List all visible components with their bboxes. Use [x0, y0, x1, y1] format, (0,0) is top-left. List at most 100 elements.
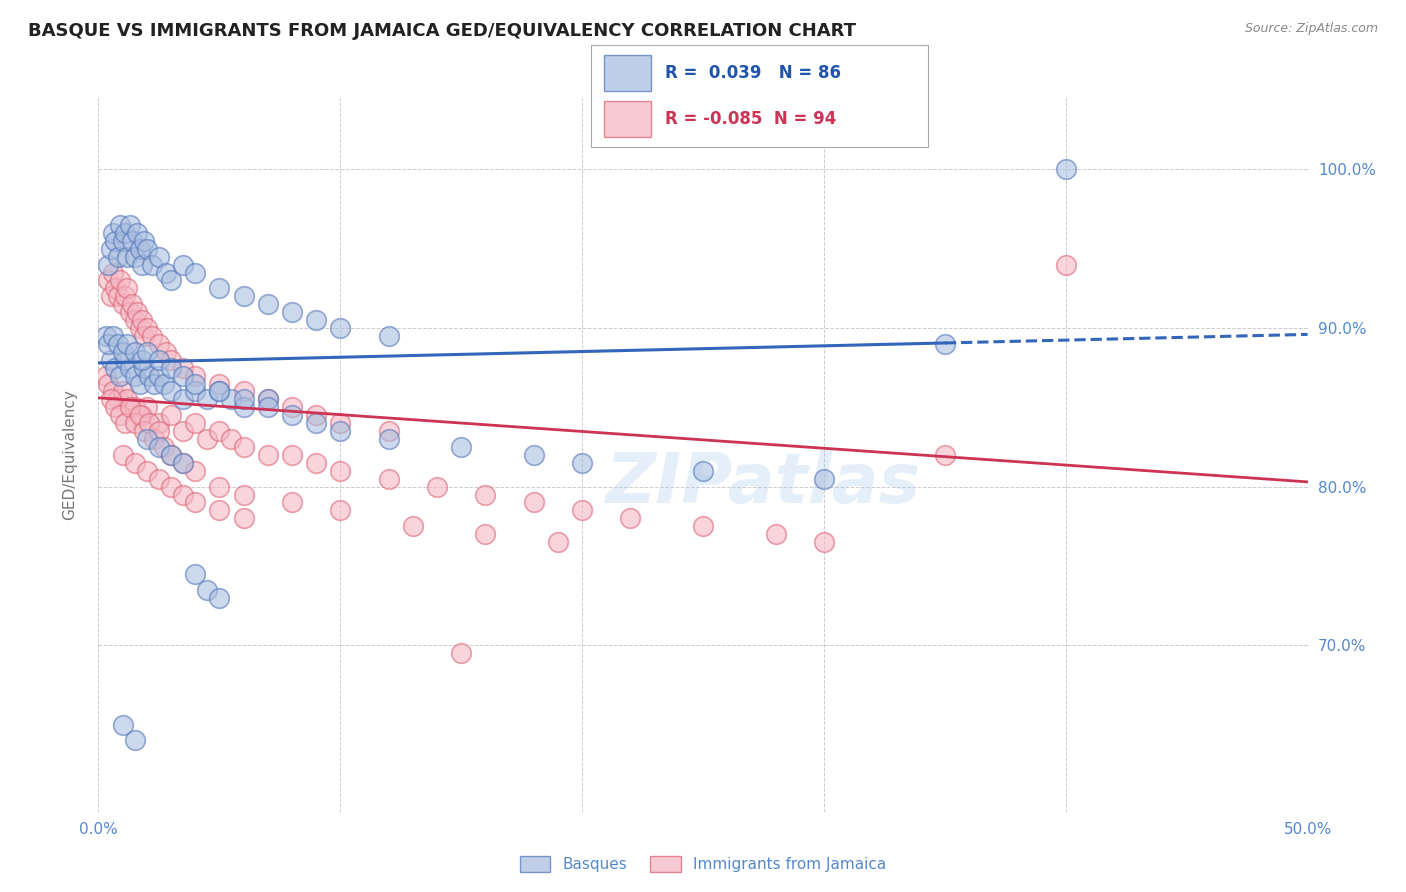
Point: [329, 503, 352, 517]
Point: [143, 376, 166, 391]
Point: [184, 566, 207, 581]
Point: [118, 360, 141, 375]
Point: [108, 273, 131, 287]
Point: [221, 432, 243, 446]
Point: [692, 519, 714, 533]
Point: [148, 352, 170, 367]
Point: [100, 352, 122, 367]
Text: Source: ZipAtlas.com: Source: ZipAtlas.com: [1244, 22, 1378, 36]
Point: [195, 582, 218, 597]
Point: [124, 313, 146, 327]
Point: [108, 368, 131, 383]
Point: [934, 448, 956, 462]
Point: [101, 266, 124, 280]
Point: [100, 289, 122, 303]
Point: [1054, 162, 1077, 177]
Point: [135, 401, 157, 415]
Point: [232, 511, 254, 525]
Point: [155, 344, 177, 359]
Point: [111, 234, 134, 248]
Point: [160, 273, 183, 287]
Point: [184, 495, 207, 509]
Point: [377, 329, 399, 343]
Point: [148, 472, 170, 486]
Point: [135, 464, 157, 478]
Point: [124, 401, 146, 415]
Point: [184, 416, 207, 430]
Point: [450, 440, 472, 454]
Point: [571, 456, 593, 470]
Point: [108, 218, 131, 232]
Point: [208, 480, 231, 494]
Point: [104, 281, 127, 295]
Point: [124, 733, 146, 747]
Point: [256, 392, 278, 407]
Legend: Basques, Immigrants from Jamaica: Basques, Immigrants from Jamaica: [520, 856, 886, 871]
Point: [128, 321, 150, 335]
Point: [114, 289, 136, 303]
Point: [121, 234, 143, 248]
Point: [571, 503, 593, 517]
Point: [813, 535, 835, 549]
Point: [813, 472, 835, 486]
Point: [172, 368, 194, 383]
Point: [221, 392, 243, 407]
Point: [160, 384, 183, 399]
Point: [111, 448, 134, 462]
Point: [111, 297, 134, 311]
Point: [172, 424, 194, 438]
Point: [148, 368, 170, 383]
Point: [118, 305, 141, 319]
Point: [148, 337, 170, 351]
Point: [107, 250, 129, 264]
Point: [281, 401, 304, 415]
Point: [523, 448, 546, 462]
Point: [97, 258, 120, 272]
Point: [118, 401, 141, 415]
Point: [1054, 258, 1077, 272]
Point: [155, 266, 177, 280]
Point: [131, 313, 153, 327]
Point: [934, 337, 956, 351]
Point: [104, 360, 127, 375]
Point: [208, 376, 231, 391]
Point: [160, 448, 183, 462]
Point: [184, 384, 207, 399]
Point: [281, 409, 304, 423]
Point: [232, 401, 254, 415]
Bar: [605, 101, 651, 137]
Point: [100, 392, 122, 407]
Point: [107, 289, 129, 303]
Point: [547, 535, 569, 549]
Point: [135, 344, 157, 359]
Point: [329, 464, 352, 478]
Point: [114, 352, 136, 367]
Point: [426, 480, 449, 494]
Point: [117, 392, 139, 407]
Point: [256, 448, 278, 462]
Point: [148, 416, 170, 430]
Point: [232, 392, 254, 407]
Point: [208, 384, 231, 399]
Point: [97, 273, 120, 287]
Point: [208, 424, 231, 438]
Point: [377, 432, 399, 446]
Point: [124, 250, 146, 264]
Point: [208, 281, 231, 295]
Point: [124, 416, 146, 430]
Point: [101, 329, 124, 343]
Point: [104, 401, 127, 415]
Point: [94, 368, 117, 383]
Point: [127, 226, 149, 240]
Point: [141, 329, 163, 343]
Point: [256, 401, 278, 415]
Point: [107, 337, 129, 351]
Point: [117, 281, 139, 295]
Point: [148, 440, 170, 454]
Point: [402, 519, 425, 533]
Point: [232, 487, 254, 501]
Point: [184, 368, 207, 383]
Point: [127, 305, 149, 319]
Point: [134, 234, 156, 248]
Point: [172, 258, 194, 272]
